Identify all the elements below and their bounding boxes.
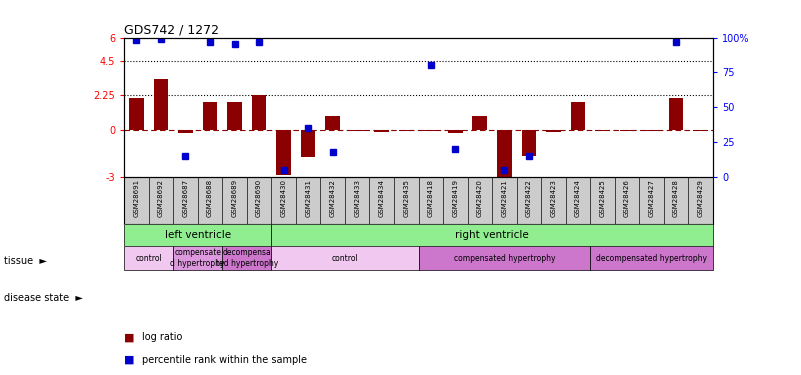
Text: right ventricle: right ventricle <box>455 230 529 240</box>
Bar <box>223 177 247 224</box>
Bar <box>468 177 492 224</box>
Text: compensated hypertrophy: compensated hypertrophy <box>453 254 555 262</box>
Bar <box>203 102 217 130</box>
Bar <box>590 177 615 224</box>
Bar <box>124 177 149 224</box>
Bar <box>374 130 389 132</box>
Bar <box>419 177 443 224</box>
Bar <box>424 130 438 131</box>
Bar <box>394 177 419 224</box>
Text: left ventricle: left ventricle <box>165 230 231 240</box>
Bar <box>644 130 659 131</box>
Bar <box>325 116 340 130</box>
Bar <box>399 130 413 131</box>
Text: GSM28431: GSM28431 <box>305 179 311 217</box>
Bar <box>473 116 487 130</box>
Text: GSM28419: GSM28419 <box>453 179 458 217</box>
Bar <box>178 130 193 133</box>
Bar <box>247 177 272 224</box>
Text: GSM28692: GSM28692 <box>158 179 164 217</box>
Bar <box>124 246 173 270</box>
Bar <box>252 96 267 130</box>
Text: disease state  ►: disease state ► <box>4 293 83 303</box>
Text: GSM28426: GSM28426 <box>624 179 630 217</box>
Bar <box>124 224 272 246</box>
Bar <box>517 177 541 224</box>
Bar <box>541 177 566 224</box>
Bar <box>369 177 394 224</box>
Text: GSM28429: GSM28429 <box>698 179 703 217</box>
Bar <box>154 79 168 130</box>
Bar <box>272 246 419 270</box>
Bar <box>272 224 713 246</box>
Text: GSM28430: GSM28430 <box>280 179 287 217</box>
Text: log ratio: log ratio <box>142 333 182 342</box>
Bar <box>521 130 537 156</box>
Bar <box>300 130 316 157</box>
Text: control: control <box>135 254 162 262</box>
Text: GSM28688: GSM28688 <box>207 179 213 217</box>
Bar <box>419 246 590 270</box>
Bar <box>173 177 198 224</box>
Bar <box>688 177 713 224</box>
Text: compensate
d hypertrophy: compensate d hypertrophy <box>171 248 225 268</box>
Bar <box>566 177 590 224</box>
Text: GSM28421: GSM28421 <box>501 179 507 217</box>
Bar <box>546 130 561 132</box>
Text: percentile rank within the sample: percentile rank within the sample <box>142 355 307 365</box>
Text: GSM28687: GSM28687 <box>183 179 188 217</box>
Bar <box>664 177 688 224</box>
Text: GSM28434: GSM28434 <box>379 179 384 217</box>
Bar <box>345 177 369 224</box>
Bar <box>276 130 291 175</box>
Bar <box>590 246 713 270</box>
Bar <box>198 177 222 224</box>
Bar <box>620 130 634 131</box>
Bar <box>443 177 468 224</box>
Bar <box>227 102 242 130</box>
Bar <box>320 177 345 224</box>
Text: GSM28690: GSM28690 <box>256 179 262 217</box>
Text: decompensated hypertrophy: decompensated hypertrophy <box>596 254 707 262</box>
Text: GSM28425: GSM28425 <box>599 179 606 217</box>
Bar <box>296 177 320 224</box>
Text: control: control <box>332 254 358 262</box>
Text: GSM28689: GSM28689 <box>231 179 238 217</box>
Text: GSM28428: GSM28428 <box>673 179 679 217</box>
Bar <box>173 246 223 270</box>
Bar <box>350 130 364 131</box>
Bar <box>615 177 639 224</box>
Bar <box>639 177 664 224</box>
Bar <box>492 177 517 224</box>
Bar <box>272 177 296 224</box>
Bar <box>129 98 144 130</box>
Text: GSM28432: GSM28432 <box>330 179 336 217</box>
Bar <box>497 130 512 180</box>
Text: GSM28433: GSM28433 <box>354 179 360 217</box>
Text: GSM28435: GSM28435 <box>403 179 409 217</box>
Text: ■: ■ <box>124 333 135 342</box>
Text: GSM28691: GSM28691 <box>134 179 139 217</box>
Bar <box>223 246 272 270</box>
Text: ■: ■ <box>124 355 135 365</box>
Text: decompensa
ted hypertrophy: decompensa ted hypertrophy <box>215 248 278 268</box>
Text: GSM28423: GSM28423 <box>550 179 557 217</box>
Bar <box>595 130 610 131</box>
Text: tissue  ►: tissue ► <box>4 256 47 266</box>
Bar <box>448 130 463 132</box>
Bar <box>693 130 708 131</box>
Text: GSM28424: GSM28424 <box>575 179 581 217</box>
Text: GSM28427: GSM28427 <box>649 179 654 217</box>
Text: GSM28418: GSM28418 <box>428 179 434 217</box>
Text: GSM28422: GSM28422 <box>526 179 532 217</box>
Bar <box>149 177 173 224</box>
Text: GDS742 / 1272: GDS742 / 1272 <box>124 23 219 36</box>
Text: GSM28420: GSM28420 <box>477 179 483 217</box>
Bar <box>570 102 586 130</box>
Bar <box>669 98 683 130</box>
